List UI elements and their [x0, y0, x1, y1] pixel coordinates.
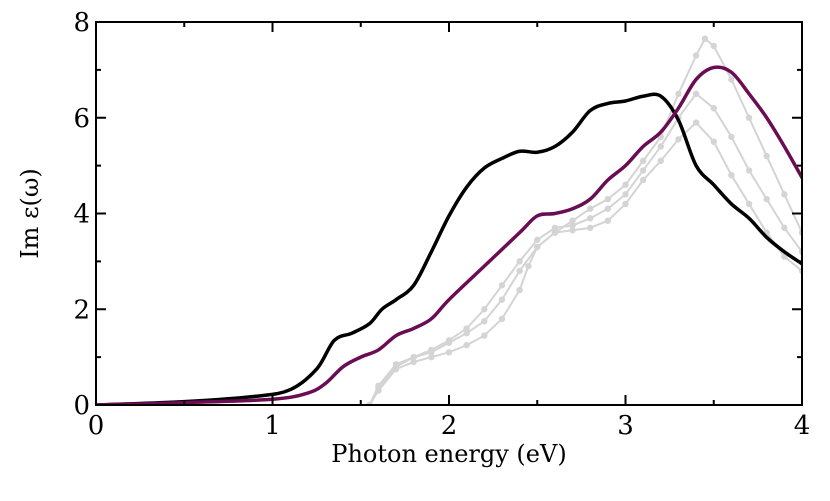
- data-point: [428, 353, 435, 361]
- data-point: [410, 353, 417, 361]
- data-point: [745, 200, 753, 208]
- data-point: [516, 286, 523, 294]
- data-point: [410, 358, 417, 366]
- x-tick-label: 1: [264, 411, 281, 441]
- data-point: [701, 35, 709, 42]
- data-point: [551, 224, 559, 232]
- x-tick-label: 4: [794, 411, 811, 441]
- data-point: [692, 119, 700, 126]
- data-point: [639, 176, 647, 184]
- data-point: [604, 195, 612, 203]
- data-point: [498, 296, 506, 303]
- data-point: [622, 200, 629, 208]
- data-point: [569, 222, 576, 229]
- data-point: [710, 104, 717, 112]
- data-point: [516, 267, 523, 275]
- data-point: [481, 318, 488, 325]
- series-layer: [96, 35, 802, 405]
- series-line-0: [96, 92, 802, 405]
- data-point: [710, 42, 717, 50]
- data-point: [587, 205, 594, 212]
- data-point: [463, 329, 470, 337]
- data-point: [604, 217, 612, 224]
- data-point: [392, 365, 400, 373]
- data-point: [710, 138, 717, 145]
- data-point: [534, 243, 541, 251]
- y-tick-label: 0: [73, 391, 90, 421]
- data-point: [745, 114, 753, 121]
- series-group-4: [366, 119, 802, 405]
- data-point: [692, 52, 700, 59]
- data-point: [498, 282, 506, 289]
- data-point: [728, 172, 735, 179]
- data-point: [728, 133, 735, 141]
- data-point: [445, 349, 453, 356]
- data-point: [781, 191, 788, 198]
- series-group-0: [96, 92, 802, 405]
- data-point: [587, 224, 594, 232]
- data-point: [516, 258, 523, 265]
- data-point: [428, 346, 435, 354]
- data-point: [463, 325, 470, 332]
- data-point: [622, 191, 629, 198]
- y-tick-label: 6: [73, 104, 90, 134]
- data-point: [657, 157, 664, 165]
- data-point: [763, 152, 770, 160]
- series-line-4: [368, 121, 802, 405]
- data-point: [657, 143, 664, 150]
- data-point: [763, 195, 770, 203]
- data-point: [639, 157, 647, 165]
- data-point: [604, 205, 612, 212]
- data-point: [781, 224, 788, 232]
- data-point: [463, 341, 470, 349]
- series-group-1: [96, 65, 802, 405]
- data-point: [481, 306, 488, 313]
- x-axis-label: Photon energy (eV): [331, 440, 566, 468]
- data-point: [587, 215, 594, 222]
- data-point: [525, 262, 532, 270]
- x-tick-label: 0: [88, 411, 105, 441]
- data-point: [622, 181, 629, 188]
- data-point: [498, 315, 506, 323]
- y-tick-label: 8: [73, 8, 90, 38]
- data-point: [375, 387, 382, 394]
- data-point: [639, 167, 647, 174]
- y-tick-label: 2: [73, 295, 90, 325]
- y-tick-label: 4: [73, 200, 90, 230]
- data-point: [569, 227, 576, 234]
- data-point: [534, 236, 541, 244]
- x-tick-label: 2: [441, 411, 458, 441]
- data-point: [569, 217, 576, 224]
- series-line-1: [96, 65, 802, 405]
- y-axis-label: Im ε(ω): [16, 168, 44, 259]
- series-line-3: [368, 92, 802, 405]
- data-point: [551, 229, 559, 236]
- data-point: [728, 76, 735, 83]
- tick-layer: 0 1 2 3 4 0 2 4 6 8: [73, 8, 810, 441]
- data-point: [692, 90, 700, 98]
- data-point: [675, 136, 682, 143]
- data-point: [675, 90, 682, 98]
- data-point: [745, 167, 753, 174]
- data-point: [445, 337, 453, 344]
- x-tick-label: 3: [617, 411, 634, 441]
- data-point: [481, 332, 488, 339]
